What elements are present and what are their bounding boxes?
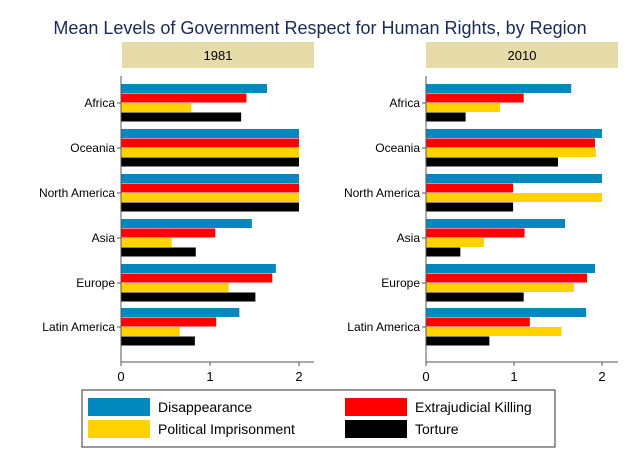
bar-torture	[121, 292, 256, 302]
bar-torture	[426, 247, 461, 257]
bar-torture	[426, 336, 490, 346]
x-tick-label: 0	[117, 369, 124, 384]
legend-swatch	[345, 398, 407, 416]
category-label: Oceania	[375, 141, 420, 155]
category-label: Oceania	[70, 141, 115, 155]
bar-extrajudicial-killing	[121, 183, 299, 193]
bar-disappearance	[121, 129, 299, 138]
bar-disappearance	[426, 264, 595, 273]
bar-extrajudicial-killing	[426, 273, 588, 283]
bar-torture	[426, 292, 524, 302]
category-label: Africa	[389, 96, 420, 110]
bar-political-imprisonment	[121, 103, 192, 112]
bar-torture	[121, 336, 195, 346]
bar-disappearance	[121, 308, 240, 317]
legend-swatch	[88, 420, 150, 438]
bar-extrajudicial-killing	[426, 183, 514, 193]
bar-torture	[121, 247, 196, 257]
bar-political-imprisonment	[121, 283, 229, 292]
bar-extrajudicial-killing	[426, 138, 595, 148]
legend-swatch	[88, 398, 150, 416]
bar-extrajudicial-killing	[426, 93, 524, 103]
x-tick-label: 2	[295, 369, 302, 384]
bar-disappearance	[121, 264, 276, 273]
bar-torture	[426, 202, 514, 212]
x-tick-label: 1	[206, 369, 213, 384]
bar-political-imprisonment	[121, 327, 180, 336]
bar-extrajudicial-killing	[121, 138, 299, 148]
bar-disappearance	[426, 84, 572, 93]
bar-political-imprisonment	[426, 327, 562, 336]
legend-box	[81, 389, 556, 448]
bar-political-imprisonment	[426, 193, 602, 202]
bar-extrajudicial-killing	[121, 317, 217, 327]
bar-disappearance	[426, 219, 566, 228]
bar-torture	[426, 112, 466, 122]
category-label: Europe	[76, 276, 115, 290]
bar-disappearance	[426, 174, 602, 183]
category-label: Asia	[397, 231, 421, 245]
bar-disappearance	[121, 174, 299, 183]
chart-title: Mean Levels of Government Respect for Hu…	[53, 18, 586, 38]
legend-label: Extrajudicial Killing	[415, 399, 532, 415]
bar-political-imprisonment	[426, 148, 596, 157]
bar-political-imprisonment	[426, 103, 500, 112]
legend-label: Torture	[415, 421, 459, 437]
category-label: Asia	[92, 231, 116, 245]
category-label: Latin America	[42, 320, 115, 334]
bar-torture	[121, 112, 242, 122]
bar-extrajudicial-killing	[121, 273, 273, 283]
bar-torture	[121, 202, 299, 212]
bar-political-imprisonment	[121, 148, 299, 157]
bar-disappearance	[426, 308, 587, 317]
bar-disappearance	[121, 84, 267, 93]
bar-extrajudicial-killing	[426, 317, 530, 327]
bar-political-imprisonment	[121, 238, 172, 247]
panel-label: 2010	[508, 48, 537, 63]
panel-header-0	[122, 42, 314, 68]
legend-swatch	[345, 420, 407, 438]
category-label: Europe	[381, 276, 420, 290]
bar-extrajudicial-killing	[121, 93, 247, 103]
panel-label: 1981	[204, 48, 233, 63]
bar-political-imprisonment	[121, 193, 299, 202]
category-label: North America	[39, 186, 115, 200]
bar-extrajudicial-killing	[426, 228, 525, 238]
panel-header-1	[426, 42, 618, 68]
x-tick-label: 2	[598, 369, 605, 384]
bar-political-imprisonment	[426, 238, 485, 247]
category-label: North America	[344, 186, 420, 200]
bar-political-imprisonment	[426, 283, 574, 292]
bar-torture	[121, 157, 299, 167]
legend-label: Disappearance	[158, 399, 252, 415]
category-label: Latin America	[347, 320, 420, 334]
bar-torture	[426, 157, 558, 167]
x-tick-label: 1	[510, 369, 517, 384]
category-label: Africa	[84, 96, 115, 110]
bar-extrajudicial-killing	[121, 228, 216, 238]
legend-label: Political Imprisonment	[158, 421, 295, 437]
bar-disappearance	[426, 129, 602, 138]
x-tick-label: 0	[422, 369, 429, 384]
bar-disappearance	[121, 219, 252, 228]
